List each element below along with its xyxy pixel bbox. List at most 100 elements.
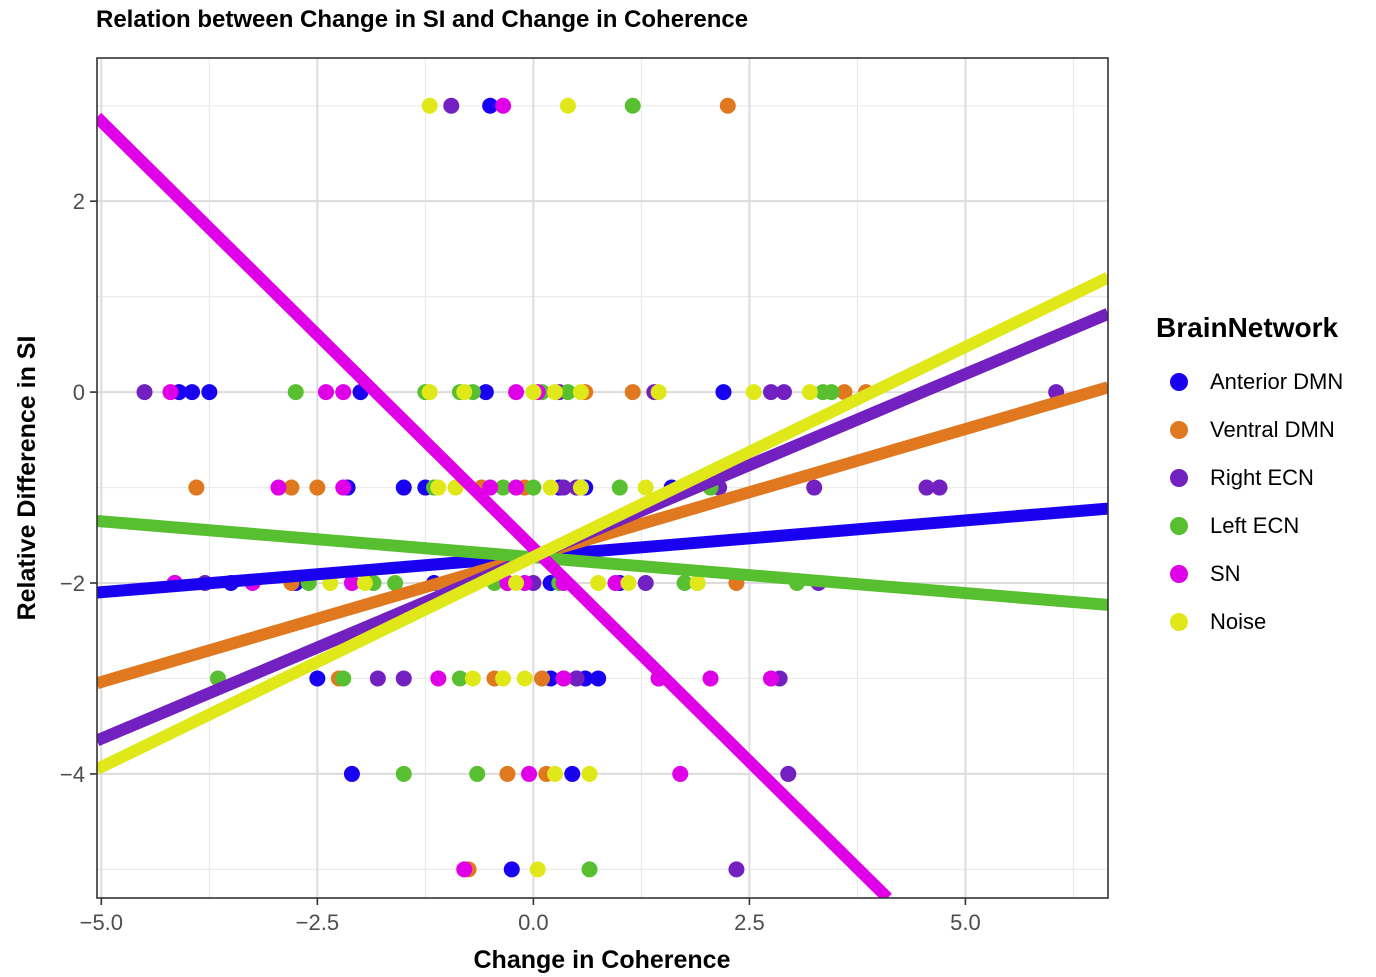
legend-item-sn: SN [1156, 550, 1343, 598]
data-point-noise [464, 670, 481, 687]
data-point-right-ecn [136, 384, 153, 401]
x-tick-label: 2.5 [734, 910, 765, 935]
data-point-sn [456, 861, 473, 878]
legend-label: Left ECN [1210, 513, 1300, 538]
data-point-sn [508, 479, 525, 496]
data-point-sn [335, 384, 352, 401]
plot-border [96, 57, 1109, 899]
data-point-sn [672, 765, 689, 782]
data-point-left-ecn [611, 479, 628, 496]
data-point-right-ecn [780, 765, 797, 782]
legend-swatch [1170, 421, 1188, 439]
data-point-noise [745, 384, 762, 401]
fit-lines [97, 112, 1108, 898]
data-point-ventral-dmn [719, 97, 736, 114]
data-point-anterior-dmn [482, 97, 499, 114]
data-point-noise [590, 575, 607, 591]
fit-line-left-ecn [97, 514, 1108, 611]
data-point-right-ecn [568, 670, 585, 687]
x-tick-label: −2.5 [296, 910, 339, 935]
data-point-right-ecn [775, 384, 792, 401]
data-point-right-ecn [763, 384, 779, 401]
legend-label: Ventral DMN [1210, 417, 1335, 442]
data-point-sn [495, 97, 512, 114]
data-point-noise [525, 384, 542, 401]
legend-label: Right ECN [1210, 465, 1314, 490]
data-point-noise [421, 97, 438, 114]
legend-item-right-ecn: Right ECN [1156, 454, 1343, 502]
data-point-right-ecn [369, 670, 386, 687]
data-point-ventral-dmn [534, 670, 551, 687]
x-tick-label: 0.0 [518, 910, 549, 935]
data-point-right-ecn [395, 670, 412, 687]
data-point-left-ecn [387, 575, 404, 591]
data-point-noise [637, 479, 654, 496]
data-point-anterior-dmn [564, 765, 581, 782]
data-point-left-ecn [335, 670, 352, 687]
data-point-sn [521, 765, 538, 782]
data-point-sn [270, 479, 287, 496]
data-point-sn [317, 384, 334, 401]
y-tick-label: 0 [73, 380, 85, 405]
data-point-anterior-dmn [184, 384, 201, 401]
data-point-ventral-dmn [624, 384, 641, 401]
data-point-noise [620, 575, 637, 591]
data-point-sn [430, 670, 447, 687]
data-point-noise [542, 479, 559, 496]
data-point-sn [162, 384, 179, 401]
legend-title: BrainNetwork [1156, 312, 1339, 343]
legend-swatch [1170, 373, 1188, 391]
legend-swatch [1170, 517, 1188, 535]
data-point-noise [356, 575, 373, 591]
data-point-left-ecn [525, 479, 542, 496]
data-point-anterior-dmn [309, 670, 326, 687]
x-tick-label: −5.0 [80, 910, 123, 935]
data-point-sn [343, 575, 360, 591]
fit-line-anterior-dmn [97, 502, 1108, 599]
fit-line-ventral-dmn [97, 381, 1108, 689]
y-tick-label: 2 [73, 189, 85, 214]
data-point-noise [430, 479, 447, 496]
data-point-left-ecn [469, 765, 486, 782]
data-point-noise [581, 765, 598, 782]
plot-panel [97, 58, 1108, 898]
data-point-noise [559, 97, 576, 114]
x-axis-label: Change in Coherence [474, 946, 731, 974]
data-point-noise [456, 384, 473, 401]
data-point-noise [572, 384, 589, 401]
fit-line-sn [97, 112, 892, 898]
y-tick-label: −4 [60, 762, 85, 787]
fit-line-noise [97, 272, 1108, 775]
data-point-left-ecn [823, 384, 840, 401]
data-point-right-ecn [637, 575, 654, 591]
legend-label: Anterior DMN [1210, 369, 1344, 394]
data-point-ventral-dmn [188, 479, 205, 496]
data-point-ventral-dmn [499, 765, 516, 782]
data-point-noise [546, 765, 563, 782]
data-point-ventral-dmn [836, 384, 853, 401]
data-point-anterior-dmn [201, 384, 218, 401]
data-point-ventral-dmn [309, 479, 326, 496]
data-point-sn [555, 670, 572, 687]
data-point-anterior-dmn [343, 765, 360, 782]
data-point-noise [421, 384, 438, 401]
legend-item-noise: Noise [1156, 598, 1343, 646]
data-point-noise [572, 479, 589, 496]
data-point-noise [508, 575, 525, 591]
data-point-noise [801, 384, 818, 401]
data-point-sn [335, 479, 352, 496]
data-point-left-ecn [559, 384, 576, 401]
data-point-right-ecn [443, 97, 460, 114]
data-point-left-ecn [676, 575, 693, 591]
y-tick-label: −2 [60, 571, 85, 596]
data-point-left-ecn [495, 479, 512, 496]
legend-swatch [1170, 469, 1188, 487]
data-point-noise [529, 861, 546, 878]
y-axis-label: Relative Difference in SI [13, 336, 41, 621]
data-points [136, 97, 1065, 878]
legend-swatch [1170, 613, 1188, 631]
legend-label: SN [1210, 561, 1241, 586]
chart-title: Relation between Change in SI and Change… [96, 6, 749, 33]
data-point-right-ecn [728, 861, 745, 878]
